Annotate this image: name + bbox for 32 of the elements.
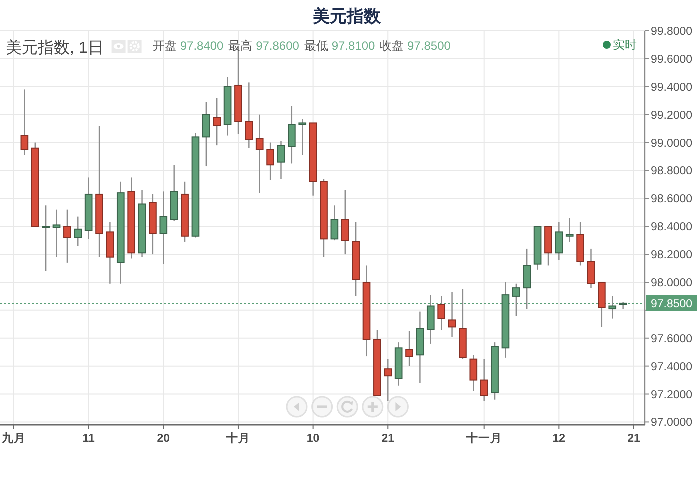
x-tick-label: 10 bbox=[306, 433, 320, 445]
y-tick-label: 97.0000 bbox=[651, 417, 693, 430]
x-tick-label: 21 bbox=[382, 433, 396, 445]
x-tick-label: 十月 bbox=[225, 431, 250, 445]
y-tick-label: 97.2000 bbox=[651, 389, 693, 402]
ref-line-label: 97.8500 bbox=[651, 298, 693, 310]
annotation: 开盘 97.8400 bbox=[153, 39, 224, 53]
y-tick-label: 99.6000 bbox=[651, 54, 693, 66]
x-tick-label: 12 bbox=[552, 433, 566, 445]
y-tick-label: 99.4000 bbox=[651, 82, 693, 94]
y-tick-label: 98.4000 bbox=[651, 222, 693, 234]
y-tick-label: 98.6000 bbox=[651, 194, 693, 206]
x-tick-label: 11 bbox=[82, 433, 96, 445]
y-tick-label: 98.2000 bbox=[651, 250, 693, 262]
y-tick-label: 98.8000 bbox=[651, 166, 693, 178]
y-tick-label: 99.2000 bbox=[651, 110, 693, 122]
y-tick-label: 99.0000 bbox=[651, 138, 693, 150]
chart-title: 美元指数 bbox=[312, 7, 382, 26]
x-tick-label: 21 bbox=[628, 433, 641, 445]
x-tick-label: 十一月 bbox=[465, 431, 502, 445]
y-tick-label: 99.8000 bbox=[651, 26, 693, 38]
x-tick-label: 九月 bbox=[1, 431, 26, 445]
annotation: 最低 97.8100 bbox=[304, 39, 376, 53]
annotation: 最高 97.8600 bbox=[228, 39, 300, 53]
ref-line-label-tag: 97.8500 bbox=[646, 295, 697, 312]
x-tick-label: 20 bbox=[157, 433, 170, 445]
y-tick-label: 97.4000 bbox=[651, 361, 693, 374]
text: 美元指数, 1日 bbox=[6, 39, 104, 57]
y-tick-label: 97.6000 bbox=[651, 333, 693, 346]
annotation: 收盘 97.8500 bbox=[380, 39, 452, 53]
y-tick-label: 98.0000 bbox=[651, 277, 693, 290]
annotation: 实时 bbox=[613, 38, 637, 52]
